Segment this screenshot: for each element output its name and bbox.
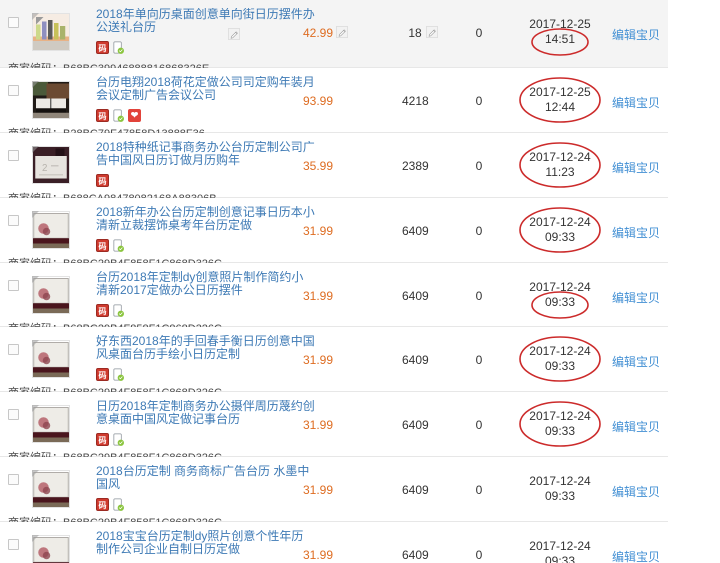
svg-text:2: 2	[42, 163, 47, 174]
